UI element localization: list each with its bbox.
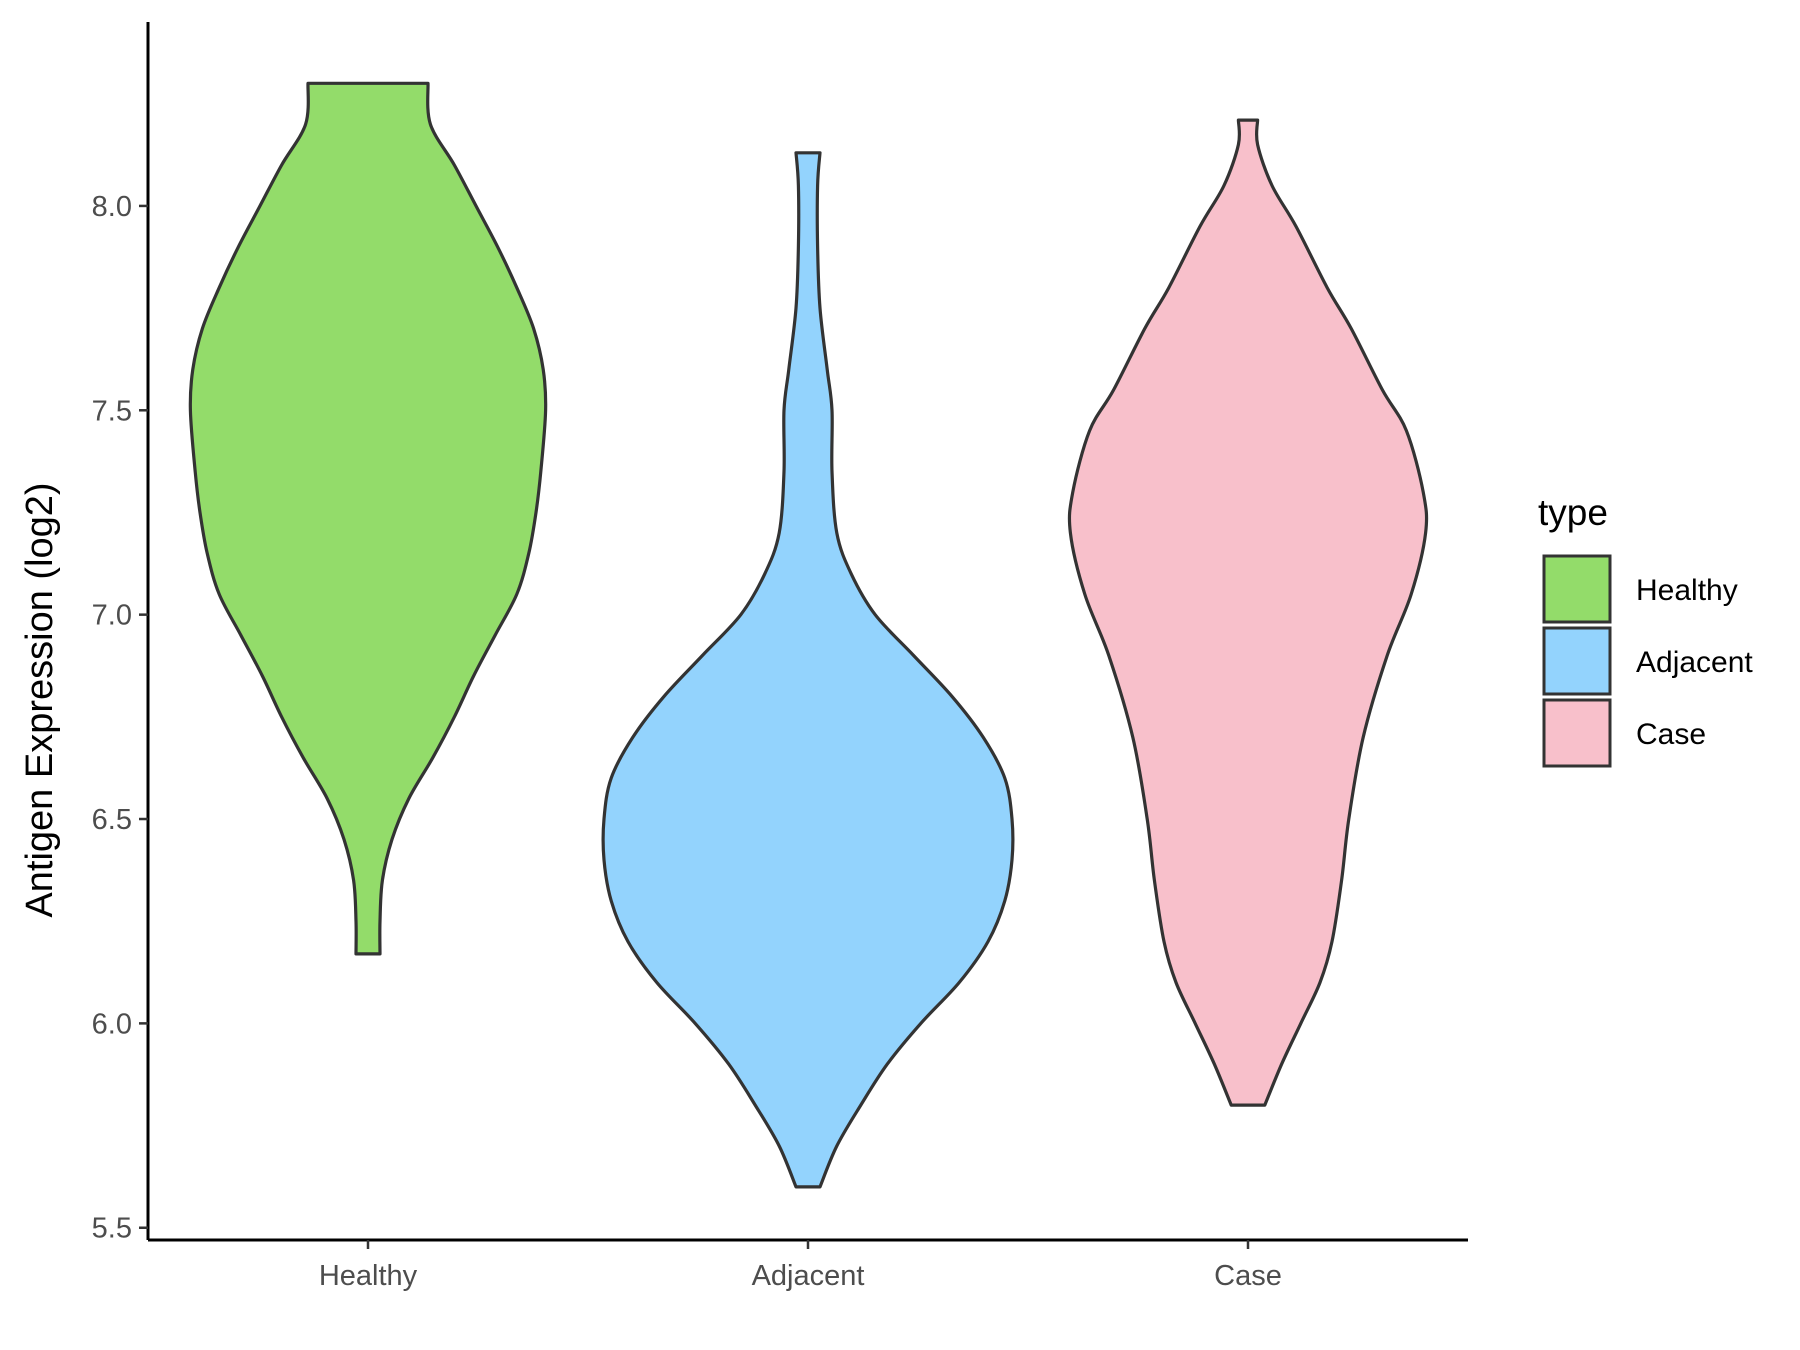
axes: 5.5 6.0 6.5 7.0 7.5 8.0 Healthy Adjacent Case (92, 22, 1468, 1292)
y-tick-label: 8.0 (92, 191, 132, 223)
y-tick-label: 7.0 (92, 600, 132, 632)
x-tick-label: Case (1214, 1260, 1282, 1292)
legend: type Healthy Adjacent Case (1538, 492, 1753, 768)
y-tick-label: 7.5 (92, 395, 132, 427)
violin-layer (188, 81, 1429, 1189)
x-tick-label: Adjacent (752, 1260, 865, 1292)
violin-adjacent (601, 151, 1015, 1189)
violin-healthy (188, 81, 548, 956)
y-tick-label: 6.0 (92, 1008, 132, 1040)
legend-label-case: Case (1636, 718, 1706, 751)
y-tick-label: 5.5 (92, 1213, 132, 1245)
legend-key-adjacent (1542, 626, 1612, 696)
x-tick-label: Healthy (319, 1260, 418, 1292)
y-axis-title: Antigen Expression (log2) (19, 482, 61, 917)
legend-label-healthy: Healthy (1636, 574, 1738, 607)
violin-case (1067, 118, 1429, 1107)
legend-label-adjacent: Adjacent (1636, 646, 1753, 679)
legend-title: type (1538, 492, 1608, 533)
legend-key-case (1542, 698, 1612, 768)
legend-key-healthy (1542, 554, 1612, 624)
y-tick-label: 6.5 (92, 804, 132, 836)
